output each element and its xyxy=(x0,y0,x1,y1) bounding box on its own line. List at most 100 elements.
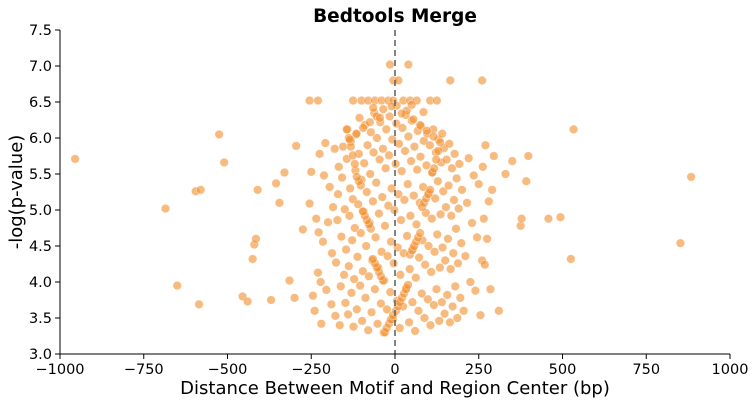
data-point xyxy=(325,182,335,192)
data-point xyxy=(452,313,462,323)
data-point xyxy=(494,306,504,316)
data-point xyxy=(243,296,253,307)
data-point xyxy=(409,142,420,152)
data-point xyxy=(465,277,475,287)
y-axis-ticks: 3.0 3.5 4.0 4.5 5.0 5.5 6.0 6.5 7.0 7.5 xyxy=(29,23,60,363)
data-point xyxy=(396,215,406,225)
data-point xyxy=(422,126,432,136)
data-point xyxy=(543,214,554,224)
data-point xyxy=(397,123,407,133)
data-point xyxy=(452,173,462,183)
data-point xyxy=(370,284,380,294)
data-point xyxy=(429,300,439,310)
data-point xyxy=(432,95,442,106)
data-point xyxy=(477,75,487,85)
x-tick-label: 750 xyxy=(632,362,660,378)
data-point xyxy=(453,258,463,268)
x-tick-label: −750 xyxy=(124,362,164,378)
y-tick-label: 4.5 xyxy=(29,239,52,255)
data-point xyxy=(445,75,455,85)
data-point xyxy=(425,185,435,195)
data-point xyxy=(431,284,442,294)
data-point xyxy=(344,211,355,221)
data-point xyxy=(428,131,439,142)
data-point xyxy=(451,224,461,234)
x-tick-label: 0 xyxy=(390,362,399,378)
data-point xyxy=(446,211,456,221)
data-point xyxy=(480,260,490,270)
data-point xyxy=(377,192,387,202)
data-point xyxy=(366,307,377,317)
data-point xyxy=(361,241,371,251)
data-point xyxy=(675,238,686,248)
data-point xyxy=(397,166,407,176)
y-tick-label: 7.0 xyxy=(29,59,52,75)
data-point xyxy=(434,316,444,326)
data-point xyxy=(313,95,323,106)
data-point xyxy=(423,241,434,251)
data-point xyxy=(368,103,378,113)
data-point xyxy=(356,228,366,238)
data-point xyxy=(411,273,421,283)
data-point xyxy=(472,232,482,242)
data-point xyxy=(430,193,440,204)
data-point xyxy=(395,270,405,280)
data-point xyxy=(345,134,355,145)
data-point xyxy=(368,196,378,206)
data-point xyxy=(414,252,424,263)
data-point xyxy=(448,248,458,258)
data-point xyxy=(372,319,383,329)
data-point xyxy=(219,157,229,168)
data-point xyxy=(338,142,348,152)
data-point xyxy=(374,155,385,165)
data-point xyxy=(427,214,437,224)
data-point xyxy=(405,264,415,274)
y-axis-title: -log(p-value) xyxy=(6,135,27,250)
data-point xyxy=(456,238,466,248)
data-point xyxy=(435,137,445,147)
data-point xyxy=(429,163,439,173)
y-tick-label: 4.0 xyxy=(29,275,52,291)
data-point xyxy=(406,156,416,166)
data-point xyxy=(410,326,420,336)
data-point xyxy=(370,232,381,242)
data-point xyxy=(462,198,472,208)
data-point xyxy=(482,234,492,244)
data-point xyxy=(395,323,405,333)
data-point xyxy=(444,139,454,149)
data-point xyxy=(385,287,395,297)
data-point xyxy=(357,316,367,326)
data-point xyxy=(289,293,300,303)
data-point xyxy=(362,187,372,197)
data-point xyxy=(316,319,326,329)
data-point xyxy=(326,299,336,309)
data-point xyxy=(454,159,464,169)
data-point xyxy=(271,178,281,188)
data-point xyxy=(433,176,443,186)
data-point xyxy=(417,288,427,299)
data-point xyxy=(568,124,579,134)
y-tick-label: 5.0 xyxy=(29,203,52,219)
data-point xyxy=(266,295,276,305)
data-point xyxy=(507,156,517,166)
data-point xyxy=(346,288,357,298)
data-point xyxy=(380,221,390,231)
data-point xyxy=(474,179,484,189)
data-point xyxy=(437,129,447,139)
data-point xyxy=(399,195,409,205)
x-tick-label: 250 xyxy=(465,362,493,378)
data-point xyxy=(403,59,414,70)
data-point xyxy=(521,176,531,186)
data-point xyxy=(365,169,375,179)
data-point xyxy=(489,151,499,161)
data-point xyxy=(444,180,454,191)
data-point xyxy=(306,167,316,177)
data-point xyxy=(400,146,410,156)
data-point xyxy=(339,270,349,280)
data-point xyxy=(371,178,381,188)
data-point xyxy=(318,237,328,247)
data-point xyxy=(555,212,566,222)
data-point xyxy=(374,209,384,219)
data-point xyxy=(328,202,338,212)
data-point xyxy=(368,254,378,264)
